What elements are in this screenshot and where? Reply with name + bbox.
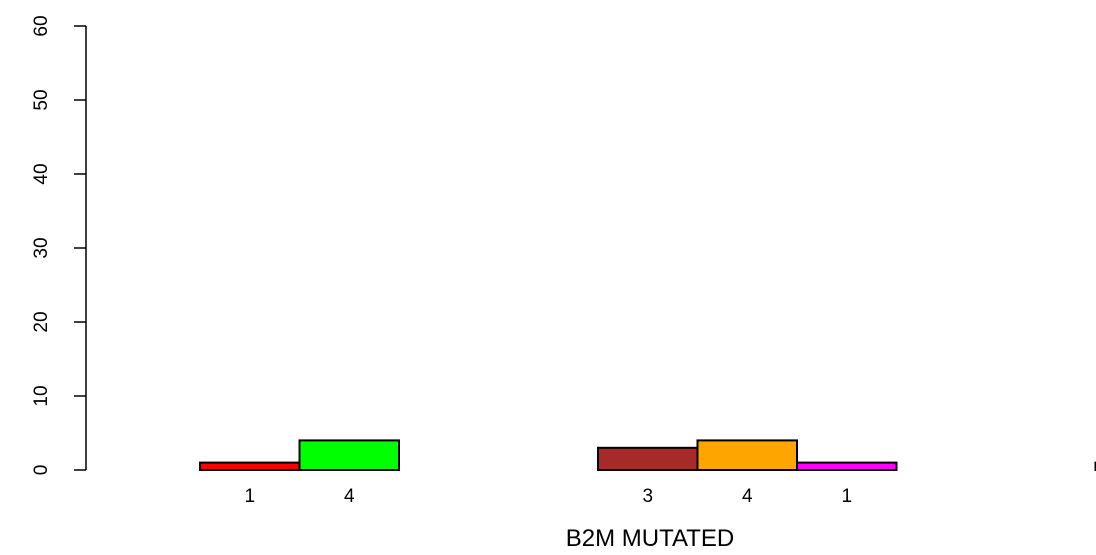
y-tick-label: 40 bbox=[31, 163, 52, 184]
bar-label-4: 3 bbox=[642, 486, 653, 507]
bar-2 bbox=[298, 439, 400, 471]
y-tick-label: 30 bbox=[31, 237, 52, 258]
bar-4 bbox=[597, 446, 699, 471]
y-tick-label: 50 bbox=[31, 89, 52, 110]
bar-1 bbox=[199, 461, 301, 472]
bar-5 bbox=[696, 439, 798, 471]
y-tick-label: 20 bbox=[31, 311, 52, 332]
y-tick-label: 0 bbox=[31, 465, 52, 476]
y-tick-label: 60 bbox=[31, 15, 52, 36]
y-axis: 0 10 20 30 40 50 60 bbox=[31, 15, 87, 476]
bar-label-6: 1 bbox=[841, 486, 852, 507]
bars bbox=[199, 439, 1096, 472]
bar-label-2: 4 bbox=[344, 486, 355, 507]
y-tick-label: 10 bbox=[31, 385, 52, 406]
bar-label-5: 4 bbox=[742, 486, 753, 507]
bar-label-1: 1 bbox=[244, 486, 255, 507]
bar-6 bbox=[796, 461, 898, 472]
bar-labels: 1434111 bbox=[244, 486, 852, 507]
x-axis-label: B2M MUTATED bbox=[566, 525, 734, 552]
